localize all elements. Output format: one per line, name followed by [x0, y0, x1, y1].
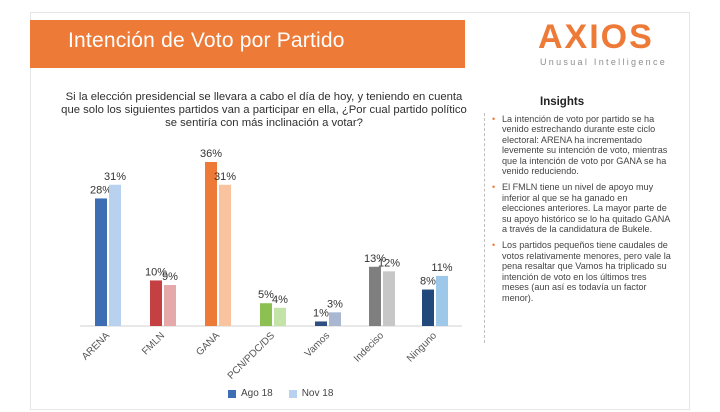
- legend-swatch: [228, 389, 236, 398]
- category-label: Indeciso: [352, 330, 386, 364]
- slide-title: Intención de Voto por Partido: [68, 29, 345, 52]
- bar-pcn-pdc-ds-nov: [274, 307, 286, 326]
- category-label: GANA: [194, 330, 222, 358]
- legend-label: Nov 18: [301, 388, 334, 399]
- insight-text: La intención de voto por partido se ha v…: [502, 114, 668, 177]
- bar-arena-nov: [109, 184, 121, 326]
- page-edge: [690, 0, 720, 412]
- divider: [484, 113, 485, 343]
- data-label: 4%: [272, 294, 288, 306]
- logo-tagline: Unusual Intelligence: [540, 57, 668, 67]
- data-label: 31%: [214, 171, 236, 183]
- insights-list: • La intención de voto por partido se ha …: [492, 114, 672, 309]
- data-label: 13%: [364, 253, 386, 265]
- insight-text: Los partidos pequeños tiene caudales de …: [502, 240, 671, 303]
- insights-title: Insights: [540, 96, 585, 108]
- bar-ninguno-ago: [422, 289, 434, 326]
- legend-item-nov: Nov 18: [288, 388, 334, 399]
- bullet-icon: •: [492, 182, 496, 193]
- data-label: 10%: [145, 266, 167, 278]
- data-label: 8%: [420, 276, 436, 288]
- insight-item: • El FMLN tiene un nivel de apoyo muy inf…: [492, 182, 672, 234]
- bar-vamos-ago: [315, 321, 327, 326]
- legend-item-ago: Ago 18: [228, 388, 273, 399]
- category-label: Ninguno: [405, 330, 439, 364]
- category-label: FMLN: [140, 330, 167, 357]
- bar-arena-ago: [95, 198, 107, 326]
- category-label: ARENA: [80, 330, 112, 362]
- axios-logo: AXIOS: [538, 18, 654, 56]
- insight-item: • Los partidos pequeños tiene caudales de…: [492, 240, 672, 302]
- bar-indeciso-ago: [369, 266, 381, 326]
- insight-text: El FMLN tiene un nivel de apoyo muy infe…: [502, 182, 670, 235]
- bar-indeciso-nov: [383, 271, 395, 326]
- title-banner: [30, 20, 465, 68]
- bar-fmln-ago: [150, 280, 162, 326]
- data-label: 12%: [378, 257, 400, 269]
- slide: [30, 12, 690, 410]
- bar-gana-nov: [219, 184, 231, 326]
- data-label: 9%: [162, 271, 178, 283]
- data-label: 11%: [431, 262, 452, 274]
- data-label: 28%: [90, 184, 112, 196]
- data-label: 31%: [104, 171, 126, 183]
- legend-label: Ago 18: [241, 388, 273, 399]
- chart-legend: Ago 18 Nov 18: [228, 388, 333, 399]
- bullet-icon: •: [492, 240, 496, 251]
- bar-gana-ago: [205, 162, 217, 326]
- category-label: PCN/PDC/DS: [226, 330, 278, 382]
- bar-pcn-pdc-ds-ago: [260, 303, 272, 326]
- data-label: 36%: [200, 148, 222, 160]
- bar-fmln-nov: [164, 285, 176, 326]
- data-label: 3%: [327, 298, 343, 310]
- bar-ninguno-nov: [436, 275, 448, 326]
- bar-vamos-nov: [329, 312, 341, 326]
- bullet-icon: •: [492, 114, 496, 124]
- category-label: Vamos: [303, 330, 332, 359]
- data-label: 5%: [258, 289, 274, 301]
- insight-item: • La intención de voto por partido se ha …: [492, 114, 672, 176]
- legend-swatch: [288, 389, 297, 398]
- data-label: 1%: [313, 307, 329, 319]
- survey-question: Si la elección presidencial se llevara a…: [61, 91, 467, 129]
